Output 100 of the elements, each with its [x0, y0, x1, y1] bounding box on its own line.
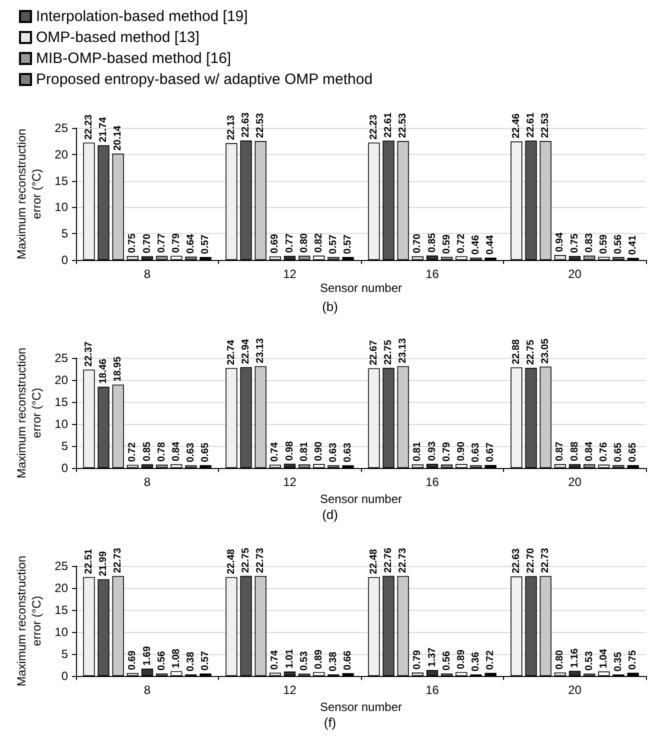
data-label: 0.90 [313, 441, 324, 462]
y-tick-label: 15 [54, 603, 68, 617]
data-label: 0.74 [270, 442, 281, 462]
x-tick-label: 8 [144, 475, 151, 489]
data-label: 0.59 [441, 234, 452, 254]
data-label: 0.79 [441, 442, 452, 462]
data-label: 22.70 [526, 548, 537, 574]
data-label: 0.82 [313, 232, 324, 253]
data-label: 0.35 [612, 652, 624, 672]
data-label: 0.90 [456, 441, 467, 462]
data-label: 0.75 [127, 233, 138, 254]
data-label: 0.85 [426, 232, 438, 253]
data-label: 22.46 [510, 112, 522, 138]
data-label: 0.46 [470, 234, 482, 255]
data-label: 0.93 [426, 441, 438, 461]
x-tick-label: 8 [144, 267, 151, 281]
y-tick-label: 10 [54, 200, 68, 214]
y-tick-label: 15 [54, 174, 68, 188]
data-label: 0.53 [298, 650, 310, 671]
data-label: 22.73 [112, 548, 124, 573]
text: (d) [322, 507, 338, 522]
data-label: 1.04 [598, 648, 610, 668]
y-axis-title: Maximum reconstruction error (°C) [14, 556, 44, 686]
data-label: 1.08 [170, 648, 182, 668]
data-label: 22.63 [240, 112, 252, 138]
data-label: 22.67 [368, 340, 380, 366]
data-label: 0.75 [569, 233, 580, 254]
data-label: 0.56 [441, 650, 452, 671]
data-label: 0.75 [628, 650, 639, 670]
y-tick-label: 10 [54, 625, 68, 639]
y-tick-label: 5 [61, 439, 68, 453]
data-label: 22.75 [383, 339, 394, 365]
data-label: 0.77 [284, 233, 296, 253]
data-label: 0.94 [554, 232, 566, 252]
data-label: 0.84 [584, 441, 595, 462]
data-label: 0.81 [412, 442, 424, 462]
x-tick-label: 8 [144, 683, 151, 697]
data-label: 0.64 [185, 234, 196, 254]
data-label: 0.88 [569, 441, 580, 462]
data-label: 22.23 [83, 114, 94, 140]
data-label: 22.73 [398, 548, 409, 573]
data-label: 0.76 [598, 442, 610, 462]
y-axis-title: Maximum reconstruction error (°C) [14, 348, 44, 478]
y-tick-label: 5 [61, 647, 68, 661]
data-label: 22.53 [540, 112, 552, 138]
data-label: 0.53 [584, 650, 595, 671]
data-label: 0.44 [485, 234, 496, 255]
data-label: 20.14 [112, 125, 124, 151]
data-label: 0.63 [328, 442, 339, 462]
data-label: 0.57 [200, 234, 212, 254]
data-label: 1.01 [284, 648, 296, 669]
data-label: 0.57 [328, 234, 339, 254]
y-tick-label: 15 [54, 395, 68, 409]
x-tick-label: 12 [283, 683, 297, 697]
data-label: 22.63 [510, 548, 522, 574]
x-tick-label: 20 [568, 683, 582, 697]
data-label: 23.13 [398, 338, 409, 364]
data-label: 0.78 [156, 442, 168, 462]
data-label: 18.46 [98, 358, 110, 384]
data-label: 0.63 [470, 442, 482, 462]
data-label: 0.41 [628, 234, 639, 255]
data-label: 0.81 [298, 442, 310, 462]
data-label: 0.36 [470, 652, 482, 672]
data-label: 0.66 [342, 650, 354, 670]
data-label: 0.72 [127, 442, 138, 462]
data-label: 0.79 [412, 650, 424, 670]
data-label: 22.53 [255, 112, 266, 138]
legend-label: OMP-based method [13] [36, 29, 200, 46]
data-label: 22.37 [83, 341, 94, 367]
data-label: 0.56 [156, 650, 168, 671]
data-label: 22.73 [540, 548, 552, 573]
y-tick-label: 0 [61, 253, 68, 267]
x-tick-label: 12 [283, 475, 297, 489]
y-tick-label: 20 [54, 581, 68, 595]
data-label: 0.69 [127, 650, 138, 670]
data-label: 22.73 [255, 548, 266, 573]
data-label: 23.13 [255, 338, 266, 364]
data-label: 0.38 [328, 651, 339, 672]
legend-label: Proposed entropy-based w/ adaptive OMP method [36, 71, 373, 88]
data-label: 22.48 [226, 548, 237, 574]
data-label: 22.61 [383, 112, 394, 138]
x-axis-title: Sensor number [320, 700, 402, 714]
data-label: 0.38 [185, 651, 196, 672]
data-label: 0.80 [554, 650, 566, 670]
data-label: 0.63 [185, 442, 196, 462]
legend-label: Interpolation-based method [19] [36, 8, 248, 25]
data-label: 0.56 [612, 234, 624, 254]
data-label: 0.69 [270, 233, 281, 254]
y-tick-label: 10 [54, 417, 68, 431]
data-label: 0.98 [284, 440, 296, 461]
x-tick-label: 16 [426, 683, 440, 697]
data-label: 23.05 [540, 338, 552, 364]
data-label: 0.74 [270, 650, 281, 670]
text: (f) [324, 715, 336, 730]
data-label: 1.69 [142, 646, 153, 666]
data-label: 21.74 [98, 116, 110, 142]
x-tick-label: 12 [283, 267, 297, 281]
data-label: 22.75 [240, 547, 252, 573]
text: (b) [322, 299, 338, 314]
data-label: 0.65 [628, 442, 639, 462]
